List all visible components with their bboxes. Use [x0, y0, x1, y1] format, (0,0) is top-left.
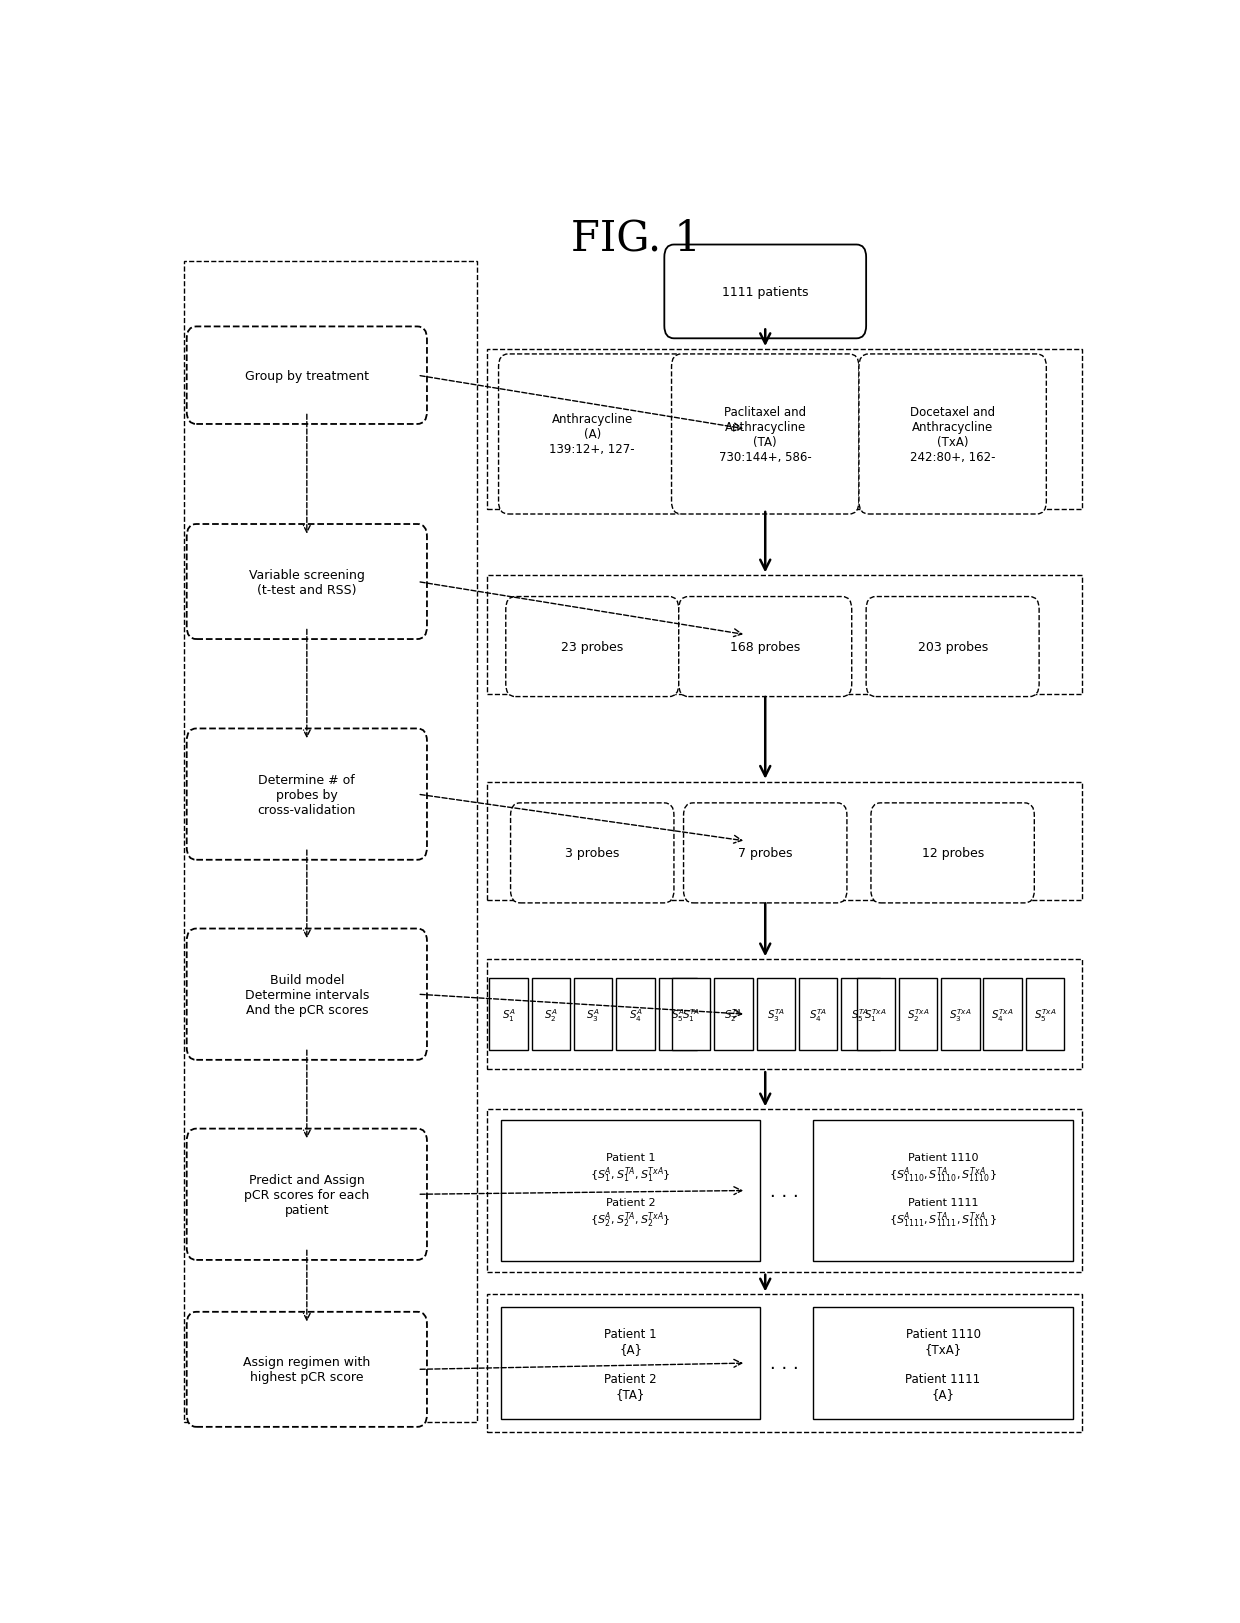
Text: $S_4^{TxA}$: $S_4^{TxA}$ [991, 1006, 1014, 1022]
Text: 3 probes: 3 probes [565, 847, 620, 860]
FancyBboxPatch shape [899, 979, 937, 1050]
Text: $S_3^{TA}$: $S_3^{TA}$ [766, 1006, 785, 1022]
FancyBboxPatch shape [983, 979, 1022, 1050]
FancyBboxPatch shape [511, 803, 675, 904]
Text: $S_1^A$: $S_1^A$ [502, 1006, 516, 1022]
Text: $S_2^{TxA}$: $S_2^{TxA}$ [906, 1006, 929, 1022]
Text: 203 probes: 203 probes [918, 641, 988, 654]
Text: $S_3^{TxA}$: $S_3^{TxA}$ [949, 1006, 972, 1022]
Text: Assign regimen with
highest pCR score: Assign regimen with highest pCR score [243, 1355, 371, 1383]
FancyBboxPatch shape [672, 979, 711, 1050]
Text: Anthracycline
(A)
139:12+, 127-: Anthracycline (A) 139:12+, 127- [549, 414, 635, 456]
FancyBboxPatch shape [658, 979, 697, 1050]
FancyBboxPatch shape [813, 1121, 1073, 1261]
FancyBboxPatch shape [501, 1307, 760, 1420]
FancyBboxPatch shape [859, 355, 1047, 514]
Bar [486, 1295, 1083, 1431]
Bar [486, 1110, 1083, 1272]
Text: Patient 1
$\{S_1^A, S_1^{TA}, S_1^{TxA}\}$

Patient 2
$\{S_2^A, S_2^{TA}, S_2^{T: Patient 1 $\{S_1^A, S_1^{TA}, S_1^{TxA}\… [590, 1152, 671, 1230]
Text: Patient 1
{A}

Patient 2
{TA}: Patient 1 {A} Patient 2 {TA} [604, 1326, 657, 1399]
Bar [486, 349, 1083, 510]
Text: $S_5^A$: $S_5^A$ [671, 1006, 684, 1022]
FancyBboxPatch shape [187, 328, 427, 425]
Text: $S_2^A$: $S_2^A$ [544, 1006, 558, 1022]
Text: $S_3^A$: $S_3^A$ [587, 1006, 600, 1022]
Text: Patient 1110
{TxA}

Patient 1111
{A}: Patient 1110 {TxA} Patient 1111 {A} [905, 1326, 981, 1399]
FancyBboxPatch shape [941, 979, 980, 1050]
Text: $S_4^A$: $S_4^A$ [629, 1006, 642, 1022]
Text: Determine # of
probes by
cross-validation: Determine # of probes by cross-validatio… [258, 773, 356, 816]
FancyBboxPatch shape [866, 597, 1039, 698]
FancyBboxPatch shape [187, 1311, 427, 1427]
FancyBboxPatch shape [187, 1130, 427, 1259]
FancyBboxPatch shape [714, 979, 753, 1050]
Bar [184, 263, 477, 1422]
FancyBboxPatch shape [813, 1307, 1073, 1420]
FancyBboxPatch shape [187, 729, 427, 860]
FancyBboxPatch shape [490, 979, 528, 1050]
Text: 7 probes: 7 probes [738, 847, 792, 860]
Text: Patient 1110
$\{S_{1110}^A, S_{1110}^{TA}, S_{1110}^{TxA}\}$

Patient 1111
$\{S_: Patient 1110 $\{S_{1110}^A, S_{1110}^{TA… [889, 1152, 997, 1230]
Text: . . .: . . . [770, 1182, 799, 1199]
Text: $S_1^{TxA}$: $S_1^{TxA}$ [864, 1006, 887, 1022]
Text: 23 probes: 23 probes [562, 641, 624, 654]
Text: Predict and Assign
pCR scores for each
patient: Predict and Assign pCR scores for each p… [244, 1173, 370, 1216]
Bar [486, 782, 1083, 901]
FancyBboxPatch shape [665, 245, 866, 339]
FancyBboxPatch shape [187, 928, 427, 1060]
FancyBboxPatch shape [683, 803, 847, 904]
Text: $S_5^{TA}$: $S_5^{TA}$ [851, 1006, 869, 1022]
FancyBboxPatch shape [678, 597, 852, 698]
Text: Build model
Determine intervals
And the pCR scores: Build model Determine intervals And the … [244, 974, 370, 1016]
Bar [486, 959, 1083, 1070]
Text: 12 probes: 12 probes [921, 847, 983, 860]
Text: $S_1^{TA}$: $S_1^{TA}$ [682, 1006, 701, 1022]
FancyBboxPatch shape [857, 979, 895, 1050]
FancyBboxPatch shape [501, 1121, 760, 1261]
Text: 1111 patients: 1111 patients [722, 286, 808, 299]
Text: Variable screening
(t-test and RSS): Variable screening (t-test and RSS) [249, 568, 365, 596]
Text: Group by treatment: Group by treatment [244, 370, 368, 383]
Text: FIG. 1: FIG. 1 [570, 217, 701, 260]
FancyBboxPatch shape [574, 979, 613, 1050]
FancyBboxPatch shape [841, 979, 879, 1050]
Text: $S_4^{TA}$: $S_4^{TA}$ [808, 1006, 827, 1022]
Text: Docetaxel and
Anthracycline
(TxA)
242:80+, 162-: Docetaxel and Anthracycline (TxA) 242:80… [910, 406, 996, 464]
Text: . . .: . . . [770, 1354, 799, 1371]
FancyBboxPatch shape [672, 355, 859, 514]
FancyBboxPatch shape [1025, 979, 1064, 1050]
Bar [486, 576, 1083, 695]
FancyBboxPatch shape [498, 355, 686, 514]
FancyBboxPatch shape [187, 524, 427, 639]
FancyBboxPatch shape [799, 979, 837, 1050]
FancyBboxPatch shape [506, 597, 678, 698]
FancyBboxPatch shape [870, 803, 1034, 904]
Text: Paclitaxel and
Anthracycline
(TA)
730:144+, 586-: Paclitaxel and Anthracycline (TA) 730:14… [719, 406, 812, 464]
Text: $S_2^{TA}$: $S_2^{TA}$ [724, 1006, 743, 1022]
FancyBboxPatch shape [532, 979, 570, 1050]
FancyBboxPatch shape [616, 979, 655, 1050]
FancyBboxPatch shape [756, 979, 795, 1050]
Text: $S_5^{TxA}$: $S_5^{TxA}$ [1034, 1006, 1056, 1022]
Text: 168 probes: 168 probes [730, 641, 800, 654]
